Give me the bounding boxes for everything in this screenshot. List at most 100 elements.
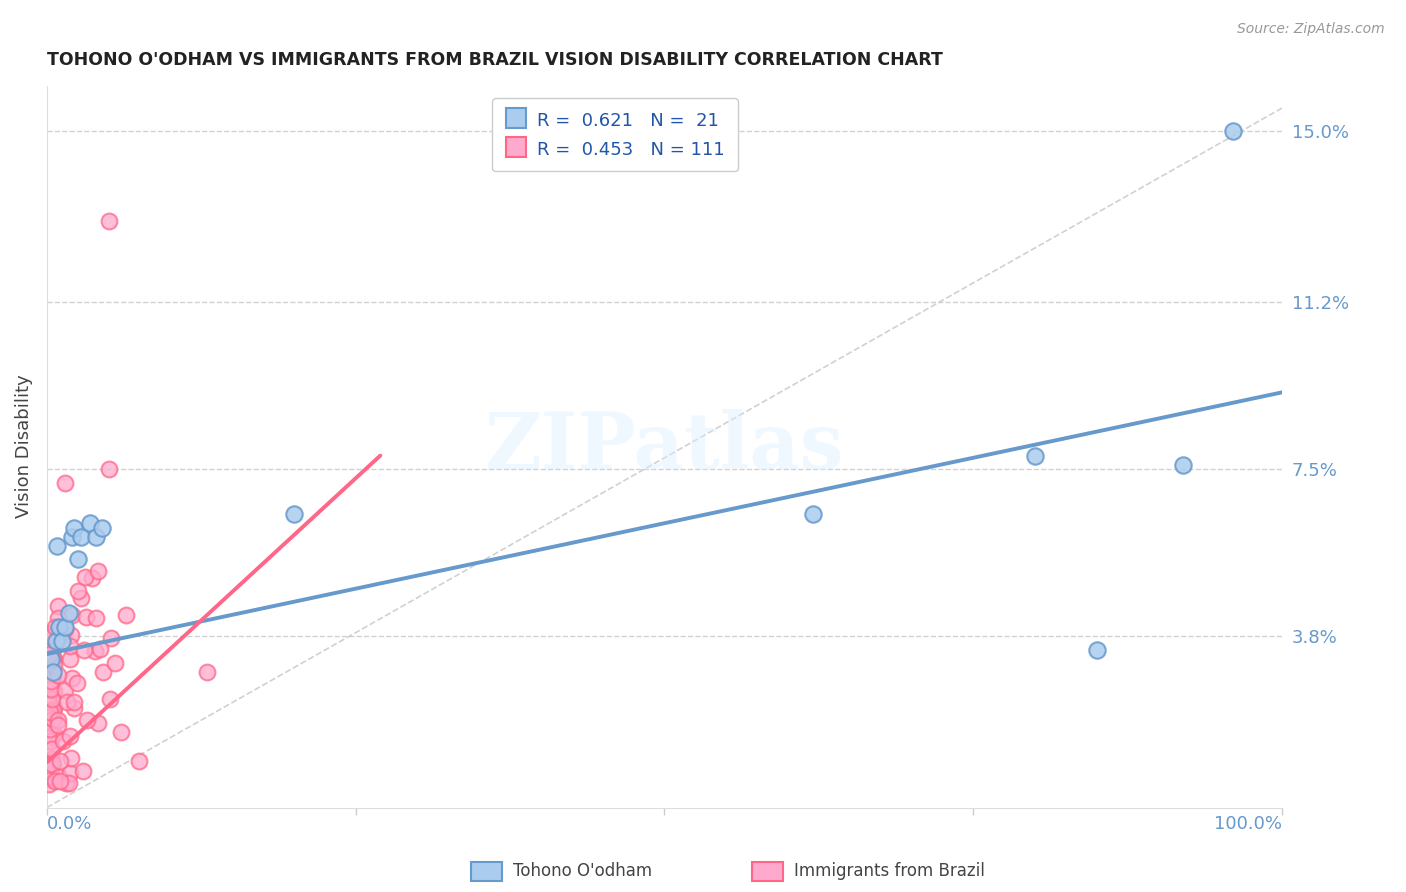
Point [59,729,82,743]
Point [39,630,62,644]
Point [60,751,83,765]
Point [41,663,63,677]
Point [41,741,63,756]
Point [55,475,77,490]
Point [82,571,104,585]
Point [42,652,65,666]
Point [39,683,62,698]
Point [38,777,60,791]
Point [801,507,824,521]
Point [39,770,62,784]
Point [46,668,69,682]
Point [39,769,62,783]
Point [44,620,66,634]
Text: 0.0%: 0.0% [46,814,93,833]
Point [97,214,120,228]
Point [128,754,150,768]
Point [41,752,63,766]
Point [37,731,59,745]
Point [41,729,63,743]
Point [42,670,65,684]
Point [58,607,80,621]
Point [76,713,98,727]
Point [39,767,62,781]
Point [60,608,83,623]
Point [55,620,77,634]
Point [98,691,121,706]
Point [39,681,62,696]
Point [59,766,82,780]
Point [84,643,107,657]
Point [110,725,132,739]
Point [59,652,82,666]
Point [91,521,114,535]
Point [39,729,62,743]
Point [48,770,70,784]
Point [39,648,62,663]
Point [37,629,59,643]
Text: 100.0%: 100.0% [1213,814,1282,833]
Point [100,632,122,646]
Point [37,757,59,772]
Point [87,565,110,579]
Point [72,764,94,778]
Point [38,756,60,771]
Point [41,755,63,769]
Point [46,713,69,727]
Point [39,740,62,755]
Point [48,620,70,634]
Point [42,701,65,715]
Point [38,661,60,675]
Point [89,641,111,656]
Point [73,642,96,657]
Point [55,776,77,790]
Point [59,639,82,653]
Point [45,539,67,553]
Point [53,683,76,698]
Point [48,754,70,768]
Point [42,713,65,727]
Point [60,672,83,686]
Point [84,530,107,544]
Point [53,622,76,636]
Point [63,695,86,709]
Text: Immigrants from Brazil: Immigrants from Brazil [794,863,986,880]
Point [60,530,83,544]
Point [91,665,114,679]
Point [1085,642,1108,657]
Text: Tohono O'odham: Tohono O'odham [513,863,652,880]
Point [38,665,60,679]
Text: Source: ZipAtlas.com: Source: ZipAtlas.com [1237,22,1385,37]
Point [39,705,62,719]
Point [39,673,62,688]
Point [42,657,65,672]
Point [46,599,69,613]
Point [39,723,62,738]
Point [42,727,65,741]
Point [42,652,65,666]
Y-axis label: Vision Disability: Vision Disability [15,375,32,518]
Point [41,712,63,726]
Point [38,651,60,665]
Point [39,710,62,724]
Point [38,722,60,736]
Point [39,651,62,665]
Point [41,649,63,664]
Point [39,672,62,686]
Point [1222,123,1244,137]
Point [37,705,59,719]
Point [52,734,75,748]
Point [38,644,60,658]
Point [41,655,63,669]
Point [42,703,65,717]
Point [62,701,84,715]
Point [37,696,59,710]
Point [97,462,120,476]
Point [197,665,219,680]
Point [49,773,72,788]
Point [42,665,65,680]
Point [104,656,127,670]
Point [73,570,96,584]
Point [39,625,62,640]
Point [46,611,69,625]
